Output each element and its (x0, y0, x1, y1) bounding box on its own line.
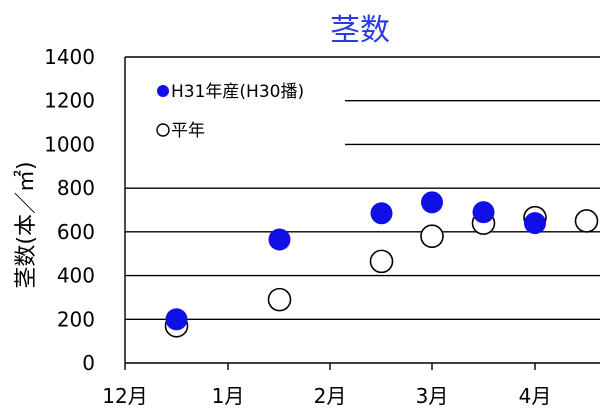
data-point-heinen (420, 224, 444, 249)
data-point-h31 (165, 308, 188, 331)
y-tick-label: 1400 (44, 45, 95, 69)
x-tick-labels: 12月 1月 2月 3月 4月 (102, 384, 551, 408)
x-tick-label: 4月 (519, 384, 552, 408)
data-points (164, 191, 599, 338)
data-point-h31 (370, 202, 393, 225)
y-tick-label: 600 (57, 220, 95, 244)
legend: H31年産(H30播) 平年 (156, 82, 304, 141)
legend-label: H31年産(H30播) (171, 82, 304, 102)
y-tick-label: 0 (82, 351, 95, 375)
x-tick-label: 12月 (102, 384, 147, 408)
y-tick-label: 1000 (44, 132, 95, 156)
chart-title: 茎数 (330, 13, 390, 48)
x-tick-label: 3月 (416, 384, 449, 408)
data-point-heinen (267, 287, 292, 312)
data-point-h31 (472, 201, 495, 224)
data-point-h31 (421, 191, 443, 214)
y-tick-label: 200 (57, 307, 95, 331)
data-point-h31 (524, 212, 546, 235)
y-axis-label: 茎数(本／㎡) (13, 161, 39, 288)
legend-label: 平年 (171, 121, 205, 141)
data-point-heinen (369, 249, 394, 274)
axes (124, 57, 600, 370)
y-tick-label: 1200 (44, 89, 95, 113)
grid (125, 56, 600, 320)
legend-marker-open (156, 123, 170, 137)
x-tick-label: 1月 (212, 384, 245, 408)
legend-marker-filled (157, 85, 169, 97)
y-tick-label: 800 (57, 176, 95, 200)
data-point-heinen (574, 209, 599, 233)
y-tick-label: 400 (57, 264, 95, 288)
data-point-h31 (268, 228, 291, 251)
x-tick-label: 2月 (314, 384, 347, 408)
y-tick-labels: 0 200 400 600 800 1000 1200 1400 (44, 45, 95, 375)
